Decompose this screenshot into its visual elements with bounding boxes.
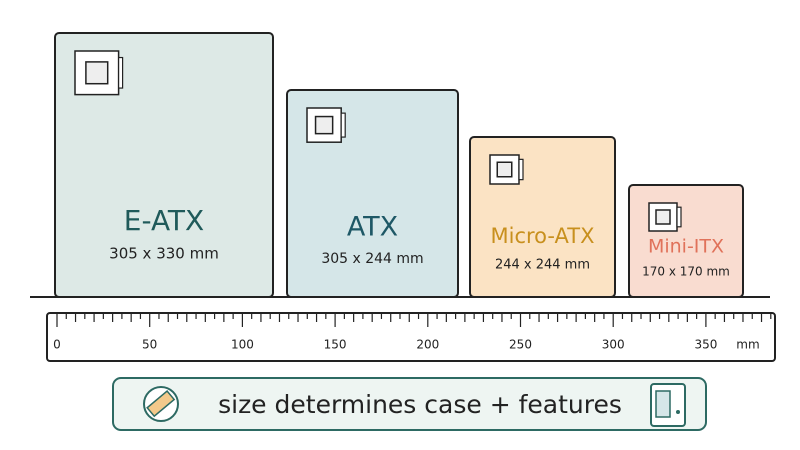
ruler-icon <box>143 386 179 422</box>
board-name: Mini-ITX <box>648 236 724 258</box>
board-name: E-ATX <box>124 204 204 237</box>
socket-lever <box>340 112 346 138</box>
banner-text: size determines case + features <box>218 390 622 419</box>
board-dims: 244 x 244 mm <box>495 258 590 273</box>
ruler-label: 250 <box>509 338 532 352</box>
ruler-scale: 0 50 100 150 200 250 300 350 <box>53 313 772 352</box>
socket-lever <box>117 56 124 89</box>
board-dims: 305 x 244 mm <box>321 251 423 267</box>
case-icon <box>650 383 686 427</box>
ruler-label: 0 <box>53 338 61 352</box>
banner <box>112 377 707 431</box>
ruler-label: 150 <box>324 338 347 352</box>
board-name: ATX <box>347 212 398 243</box>
cpu-chip <box>655 209 671 225</box>
cpu-chip <box>85 61 109 85</box>
boards: E-ATX 305 x 330 mm ATX 305 x 244 mm Micro-AT… <box>54 32 744 298</box>
board: E-ATX 305 x 330 mm <box>54 32 274 298</box>
ruler-label: 50 <box>142 338 157 352</box>
socket-lever <box>518 158 524 181</box>
board-name: Micro-ATX <box>491 224 595 248</box>
board-dims: 305 x 330 mm <box>109 245 219 263</box>
ruler-label: 300 <box>602 338 625 352</box>
board-dims: 170 x 170 mm <box>642 265 730 279</box>
board: Micro-ATX 244 x 244 mm <box>469 136 616 298</box>
cpu-chip <box>496 161 513 178</box>
ruler-unit: mm <box>736 338 759 352</box>
ruler <box>46 312 776 362</box>
board: ATX 305 x 244 mm <box>286 89 459 298</box>
ruler-label: 350 <box>694 338 717 352</box>
socket-lever <box>676 206 682 228</box>
ruler-label: 100 <box>231 338 254 352</box>
ruler-label: 200 <box>416 338 439 352</box>
board: Mini-ITX 170 x 170 mm <box>628 184 744 298</box>
cpu-chip <box>314 115 334 135</box>
